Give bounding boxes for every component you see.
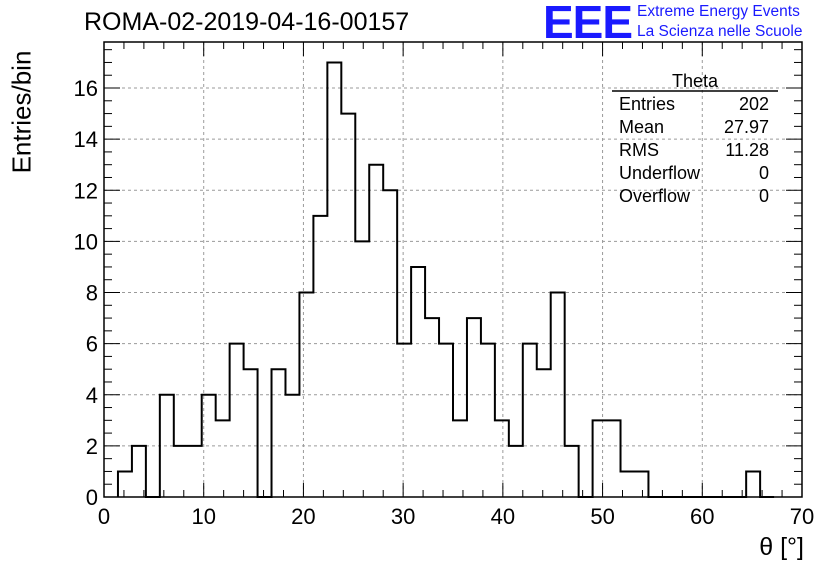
plot-frame: [103, 41, 803, 498]
stats-row-value: 202: [739, 94, 769, 114]
stats-box-title: Theta: [672, 71, 719, 91]
x-tick-labels: 0 10 20 30 40 50 60 70: [98, 504, 814, 529]
x-tick-label: 10: [191, 504, 215, 529]
stats-row-label: Underflow: [619, 163, 701, 183]
y-tick-label: 4: [86, 383, 98, 408]
y-tick-label: 12: [74, 178, 98, 203]
y-tick-labels: 0 2 4 6 8 10 12 14 16: [74, 76, 98, 510]
logo-caption-line1: Extreme Energy Events: [637, 3, 800, 20]
x-tick-label: 20: [291, 504, 315, 529]
stats-row-value: 0: [759, 186, 769, 206]
x-axis-label: θ [°]: [759, 533, 804, 561]
x-tick-label: 30: [391, 504, 415, 529]
y-tick-label: 2: [86, 434, 98, 459]
stats-row-label: RMS: [619, 140, 659, 160]
axis-ticks: [103, 42, 803, 498]
stats-box-rows: Entries 202 Mean 27.97 RMS 11.28 Underflow 0 Ove…: [619, 94, 769, 206]
y-tick-label: 6: [86, 332, 98, 357]
stats-row-value: 27.97: [724, 117, 769, 137]
eee-logo: EEE: [543, 0, 633, 48]
stats-row-value: 0: [759, 163, 769, 183]
plot-title: ROMA-02-2019-04-16-00157: [84, 8, 410, 36]
x-tick-label: 40: [491, 504, 515, 529]
histogram-series: [116, 61, 775, 498]
stats-box: Theta Entries 202 Mean 27.97 RMS 11.28 Underfl…: [612, 71, 778, 206]
x-tick-label: 0: [98, 504, 110, 529]
stats-row-value: 11.28: [725, 140, 769, 160]
logo-caption-line2: La Scienza nelle Scuole: [637, 23, 803, 40]
y-tick-label: 14: [74, 127, 98, 152]
x-tick-label: 50: [590, 504, 614, 529]
stats-row-label: Mean: [619, 117, 664, 137]
grid-lines: [104, 42, 802, 497]
y-tick-label: 10: [74, 229, 98, 254]
x-tick-label: 70: [790, 504, 814, 529]
y-tick-label: 16: [74, 76, 98, 101]
stats-row-label: Overflow: [619, 186, 691, 206]
y-tick-label: 8: [86, 281, 98, 306]
y-tick-label: 0: [86, 485, 98, 510]
stats-row-label: Entries: [619, 94, 675, 114]
x-tick-label: 60: [690, 504, 714, 529]
